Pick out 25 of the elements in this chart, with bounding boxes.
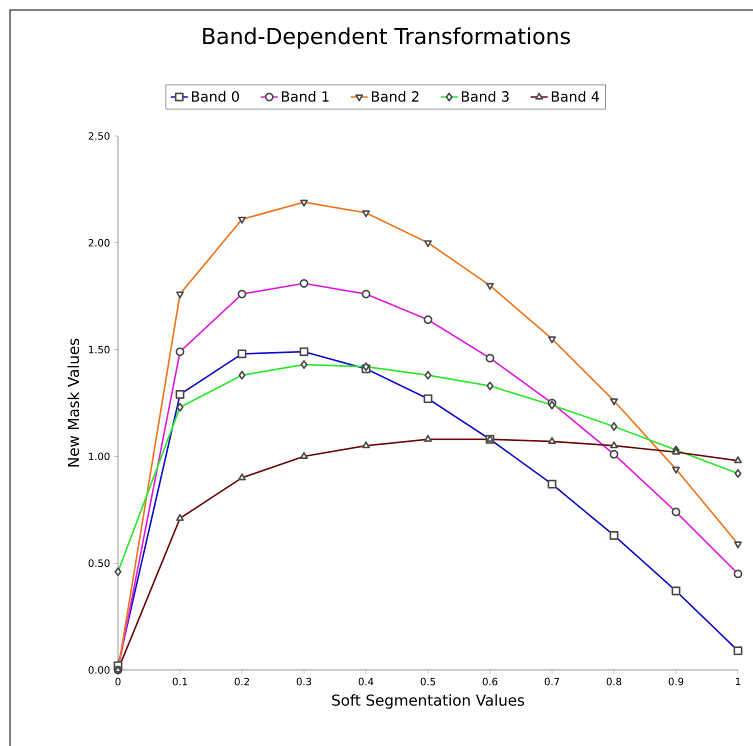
x-tick-label: 0.1 [172, 678, 188, 686]
legend-label: Band 0 [192, 90, 239, 102]
x-tick-label: 0.8 [606, 678, 622, 686]
x-tick-label: 0.9 [668, 678, 684, 686]
x-tick-label: 1 [736, 678, 740, 686]
x-tick-label: 0 [115, 678, 121, 686]
legend-label: Band 2 [372, 90, 418, 102]
x-tick-label: 0.5 [420, 678, 436, 686]
y-tick-label: 0.50 [88, 559, 110, 567]
legend-label: Band 3 [462, 90, 509, 102]
y-tick-label: 1.50 [89, 346, 110, 354]
x-tick-label: 0.6 [482, 678, 498, 686]
x-axis-title: Soft Segmentation Values [332, 694, 524, 709]
x-tick-label: 0.2 [234, 678, 249, 686]
y-tick-label: 0.00 [88, 666, 110, 674]
x-tick-label: 0.7 [544, 678, 560, 686]
legend-label: Band 1 [282, 90, 329, 102]
y-tick-label: 2.00 [88, 238, 110, 247]
x-tick-label: 0.4 [358, 678, 374, 686]
legend-label: Band 4 [552, 90, 599, 102]
chart-title: Band-Dependent Transformations [203, 27, 570, 49]
y-tick-label: 1.00 [89, 452, 110, 460]
y-tick-label: 2.50 [88, 132, 110, 140]
x-tick-label: 0.3 [296, 678, 312, 686]
y-axis-title: New Mask Values [67, 338, 80, 466]
